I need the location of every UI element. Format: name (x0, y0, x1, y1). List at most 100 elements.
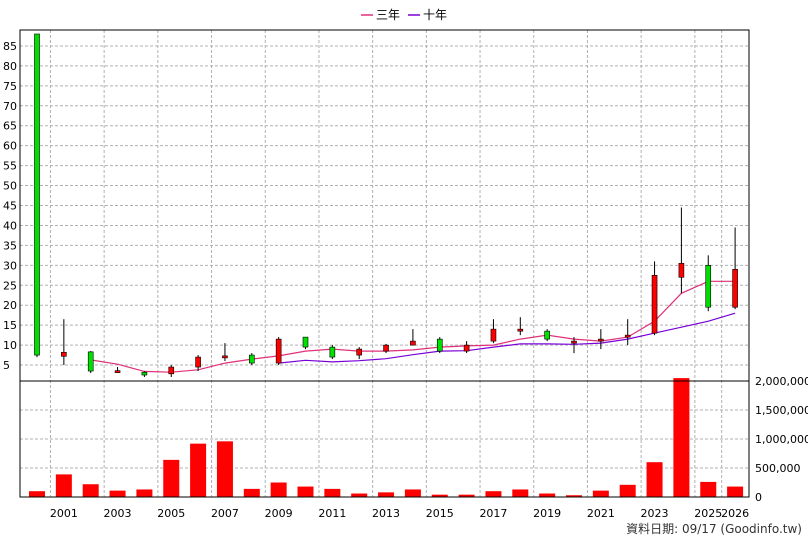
volume-bar (324, 488, 341, 497)
candle-body (544, 330, 550, 340)
volume-bar (190, 443, 207, 497)
candle-body (571, 340, 577, 344)
volume-bar (700, 481, 717, 497)
price-tick-label: 70 (3, 100, 17, 113)
chart-legend: 三年 十年 (361, 8, 447, 22)
candle-body (356, 348, 363, 356)
year-tick-label: 2021 (587, 507, 615, 520)
price-tick-label: 85 (3, 40, 17, 53)
price-tick-label: 15 (3, 319, 17, 332)
candlesticks (34, 33, 738, 378)
volume-tick-label: 1,500,000 (755, 404, 808, 417)
candle-body (87, 351, 94, 372)
price-tick-label: 40 (3, 219, 17, 232)
volume-bar (270, 482, 287, 497)
year-tick-label: 2003 (104, 507, 132, 520)
volume-bar (485, 491, 502, 497)
volume-bar (109, 490, 126, 497)
volume-bar (727, 486, 744, 497)
candle-body (275, 338, 282, 364)
volume-bar (351, 493, 368, 497)
volume-bar (646, 462, 663, 497)
price-tick-label: 50 (3, 180, 17, 193)
year-tick-label: 2013 (372, 507, 400, 520)
candle-body (168, 366, 175, 375)
volume-tick-label: 2,000,000 (755, 375, 808, 388)
volume-bar (29, 491, 45, 497)
candle-body (517, 328, 524, 332)
year-tick-label: 2009 (265, 507, 293, 520)
candle-body (624, 334, 631, 338)
year-tick-label: 2005 (157, 507, 185, 520)
candle-body (705, 265, 712, 308)
price-tick-label: 75 (3, 80, 17, 93)
volume-bar (458, 494, 475, 497)
volume-tick-label: 1,000,000 (755, 433, 808, 446)
volume-bar (673, 378, 690, 497)
volume-bar (163, 459, 180, 497)
year-tick-label: 2026 (721, 507, 749, 520)
volume-bar (539, 493, 556, 497)
axis-labels: 5101520253035404550556065707580850500,00… (3, 40, 808, 520)
candle-body (732, 269, 738, 308)
volume-tick-label: 0 (755, 491, 762, 504)
candle-body (222, 355, 228, 359)
volume-tick-label: 500,000 (755, 462, 801, 475)
year-tick-label: 2023 (641, 507, 669, 520)
legend-label-10y: 十年 (423, 8, 447, 22)
volume-bar (378, 492, 395, 497)
plot-frame (19, 29, 750, 498)
volume-bar (404, 489, 421, 497)
moving-average-line (278, 312, 736, 364)
data-date-credit: 資料日期: 09/17 (Goodinfo.tw) (626, 522, 802, 536)
volume-bar (55, 474, 72, 497)
candle-body (490, 328, 497, 342)
volume-bar (136, 489, 153, 497)
candle-body (302, 336, 309, 348)
price-tick-label: 30 (3, 259, 17, 272)
volume-bar (216, 441, 233, 497)
candle-body (114, 370, 121, 373)
price-tick-label: 25 (3, 279, 17, 292)
axes (19, 29, 750, 498)
candle-body (141, 371, 148, 376)
volume-bar (431, 494, 448, 497)
volume-bar (297, 486, 314, 497)
volume-bars (29, 378, 744, 497)
candle-body (383, 344, 389, 352)
year-tick-label: 2015 (426, 507, 454, 520)
volume-bar (619, 484, 636, 497)
year-tick-label: 2001 (50, 507, 78, 520)
volume-bar (243, 488, 260, 497)
year-tick-label: 2017 (479, 507, 507, 520)
price-tick-label: 35 (3, 239, 17, 252)
volume-bar (566, 495, 582, 497)
year-tick-label: 2025 (694, 507, 722, 520)
year-tick-label: 2007 (211, 507, 239, 520)
price-tick-label: 10 (3, 339, 17, 352)
price-tick-label: 45 (3, 200, 17, 213)
legend-label-3y: 三年 (376, 8, 400, 22)
price-tick-label: 80 (3, 60, 17, 73)
candle-body (249, 354, 255, 364)
candle-body (195, 356, 201, 368)
price-tick-label: 20 (3, 299, 17, 312)
volume-bar (512, 489, 529, 497)
volume-bar (82, 484, 99, 497)
price-tick-label: 65 (3, 120, 17, 133)
candle-body (329, 346, 336, 358)
candle-body (410, 340, 416, 346)
candle-body (651, 275, 658, 334)
candle-body (34, 33, 40, 356)
candle-body (463, 344, 470, 352)
year-tick-label: 2019 (533, 507, 561, 520)
candle-body (678, 263, 685, 278)
year-tick-label: 2011 (318, 507, 346, 520)
price-tick-label: 5 (3, 359, 10, 372)
candle-body (598, 338, 604, 342)
price-tick-label: 60 (3, 140, 17, 153)
price-tick-label: 55 (3, 160, 17, 173)
volume-bar (592, 490, 609, 497)
